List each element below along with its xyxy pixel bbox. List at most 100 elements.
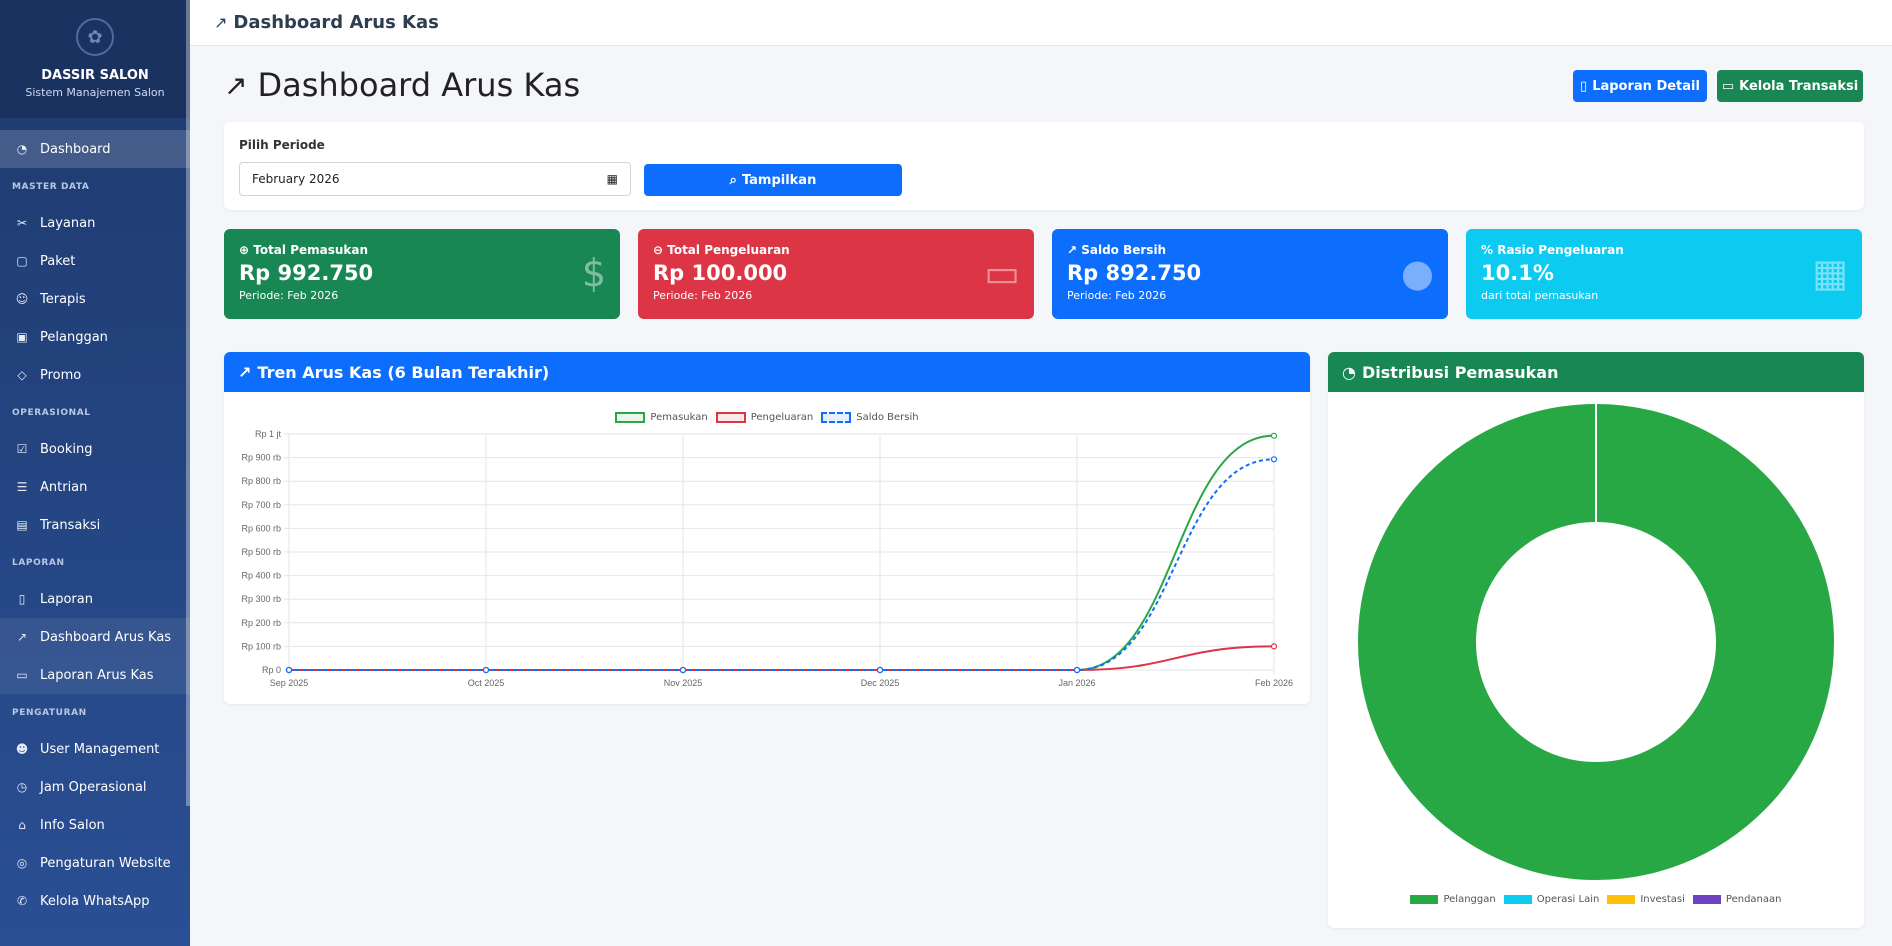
legend-swatch — [1410, 895, 1439, 904]
stat-rasio-pengeluaran: % Rasio Pengeluaran 10.1% dari total pem… — [1466, 229, 1862, 319]
x-tick-label: Nov 2025 — [664, 678, 703, 688]
sidebar-item-antrian[interactable]: ☰ Antrian — [0, 468, 190, 506]
x-tick-label: Dec 2025 — [861, 678, 900, 688]
legend-item-pengeluaran[interactable]: Pengeluaran — [715, 412, 813, 423]
legend-item-pendanaan[interactable]: Pendanaan — [1692, 894, 1782, 905]
sidebar-item-layanan[interactable]: ✂ Layanan — [0, 204, 190, 242]
legend-item-saldo-bersih[interactable]: Saldo Bersih — [821, 412, 919, 423]
legend-item-investasi[interactable]: Investasi — [1607, 894, 1685, 905]
distribution-chart-card: ◔ Distribusi Pemasukan Pelanggan Operasi… — [1328, 352, 1864, 928]
line-chart-icon: ↗ — [214, 13, 228, 32]
globe-icon: ◎ — [16, 856, 28, 870]
tampilkan-button[interactable]: ⌕ Tampilkan — [644, 164, 902, 196]
sidebar-item-dashboard-arus-kas[interactable]: ↗ Dashboard Arus Kas — [0, 618, 190, 656]
line-chart-icon: ↗ — [224, 68, 248, 102]
gauge-icon: ◔ — [16, 142, 28, 156]
sidebar-item-label: Dashboard — [40, 141, 111, 157]
legend-swatch — [1607, 895, 1636, 904]
legend-swatch — [821, 412, 852, 423]
sidebar-item-label: Info Salon — [40, 817, 105, 833]
series-line-pemasukan — [288, 434, 1275, 671]
sidebar-item-terapis[interactable]: ☺ Terapis — [0, 280, 190, 318]
sidebar-item-label: Laporan — [40, 591, 93, 607]
pie-chart-icon: ◔ — [1342, 362, 1356, 382]
stat-total-pengeluaran: ⊖ Total Pengeluaran Rp 100.000 Periode: … — [638, 229, 1034, 319]
section-master-data: MASTER DATA — [12, 182, 90, 192]
data-point — [482, 666, 490, 674]
sidebar-item-label: Pengaturan Website — [40, 855, 171, 871]
piggy-bank-icon: ● — [1400, 251, 1434, 295]
sidebar-item-label: Layanan — [40, 215, 96, 231]
percent-icon: % — [1481, 243, 1498, 257]
period-value: February 2026 — [252, 172, 340, 186]
sidebar-item-label: Pelanggan — [40, 329, 108, 345]
sidebar-item-kelola-whatsapp[interactable]: ✆ Kelola WhatsApp — [0, 882, 190, 920]
people-icon: ☺ — [15, 292, 29, 306]
period-month-input[interactable]: February 2026 ▦ — [239, 162, 631, 196]
page-title-text: Dashboard Arus Kas — [257, 66, 581, 104]
trend-legend: Pemasukan Pengeluaran Saldo Bersih — [224, 412, 1310, 423]
distribution-donut-chart — [1358, 404, 1834, 880]
sidebar-item-label: Antrian — [40, 479, 88, 495]
legend-label: Operasi Lain — [1536, 894, 1600, 905]
sidebar-item-label: Kelola WhatsApp — [40, 893, 150, 909]
sidebar-item-pelanggan[interactable]: ▣ Pelanggan — [0, 318, 190, 356]
cash-icon: ▭ — [16, 668, 28, 682]
graph-up-icon: ↗ — [1067, 243, 1082, 257]
data-point — [1270, 456, 1278, 463]
x-tick-label: Oct 2025 — [468, 678, 505, 688]
sidebar-item-promo[interactable]: ◇ Promo — [0, 356, 190, 394]
line-chart-icon: ↗ — [16, 630, 28, 644]
period-label: Pilih Periode — [239, 138, 325, 152]
legend-item-operasi-lain[interactable]: Operasi Lain — [1503, 894, 1600, 905]
legend-label: Pendanaan — [1725, 894, 1782, 905]
kelola-transaksi-label: Kelola Transaksi — [1739, 78, 1859, 94]
sidebar-scrollbar[interactable] — [186, 0, 190, 806]
y-tick-label: Rp 800 rb — [241, 476, 281, 486]
arrow-up-circle-icon: ⊖ — [653, 243, 668, 257]
legend-swatch — [715, 412, 746, 423]
topbar: ↗ Dashboard Arus Kas — [190, 0, 1892, 46]
sidebar-item-paket[interactable]: ▢ Paket — [0, 242, 190, 280]
topbar-title: Dashboard Arus Kas — [233, 12, 439, 33]
sidebar-item-jam-operasional[interactable]: ◷ Jam Operasional — [0, 768, 190, 806]
sidebar-item-transaksi[interactable]: ▤ Transaksi — [0, 506, 190, 544]
sidebar-item-booking[interactable]: ☑ Booking — [0, 430, 190, 468]
sidebar-item-label: Dashboard Arus Kas — [40, 629, 172, 645]
laporan-detail-button[interactable]: ▯ Laporan Detail — [1573, 70, 1707, 102]
stat-title: Total Pengeluaran — [667, 243, 790, 257]
legend-item-pelanggan[interactable]: Pelanggan — [1410, 894, 1496, 905]
calendar-icon[interactable]: ▦ — [606, 172, 618, 186]
sidebar-item-label: Terapis — [40, 291, 86, 307]
legend-label: Saldo Bersih — [856, 412, 919, 423]
sidebar-item-laporan[interactable]: ▯ Laporan — [0, 580, 190, 618]
y-tick-label: Rp 300 rb — [241, 594, 281, 604]
calendar-check-icon: ☑ — [16, 442, 28, 456]
tag-icon: ◇ — [17, 368, 27, 382]
data-point — [1270, 432, 1278, 439]
whatsapp-icon: ✆ — [16, 894, 28, 908]
sidebar-item-laporan-arus-kas[interactable]: ▭ Laporan Arus Kas — [0, 656, 190, 694]
shop-icon: ⌂ — [18, 818, 26, 832]
wallet-icon: ▭ — [1721, 78, 1735, 94]
calculator-icon: ▦ — [1812, 251, 1848, 295]
y-tick-label: Rp 200 rb — [241, 618, 281, 628]
stat-sub: Periode: Feb 2026 — [239, 289, 339, 302]
sidebar-item-info-salon[interactable]: ⌂ Info Salon — [0, 806, 190, 844]
y-tick-label: Rp 900 rb — [241, 453, 281, 463]
file-text-icon: ▯ — [18, 592, 26, 606]
sidebar-item-dashboard[interactable]: ◔ Dashboard — [0, 130, 190, 168]
legend-swatch — [615, 412, 646, 423]
search-icon: ⌕ — [729, 172, 737, 188]
sidebar-item-user-management[interactable]: ☻ User Management — [0, 730, 190, 768]
kelola-transaksi-button[interactable]: ▭ Kelola Transaksi — [1717, 70, 1863, 102]
distribution-chart-title: Distribusi Pemasukan — [1361, 362, 1559, 382]
legend-label: Investasi — [1640, 894, 1685, 905]
legend-swatch — [1692, 895, 1721, 904]
distribution-legend: Pelanggan Operasi Lain Investasi Pendana… — [1328, 894, 1864, 905]
legend-item-pemasukan[interactable]: Pemasukan — [615, 412, 708, 423]
sidebar-item-pengaturan-website[interactable]: ◎ Pengaturan Website — [0, 844, 190, 882]
section-laporan: LAPORAN — [12, 558, 65, 568]
contact-card-icon: ▣ — [16, 330, 28, 344]
trend-chart-card: ↗ Tren Arus Kas (6 Bulan Terakhir) Pemas… — [224, 352, 1310, 704]
